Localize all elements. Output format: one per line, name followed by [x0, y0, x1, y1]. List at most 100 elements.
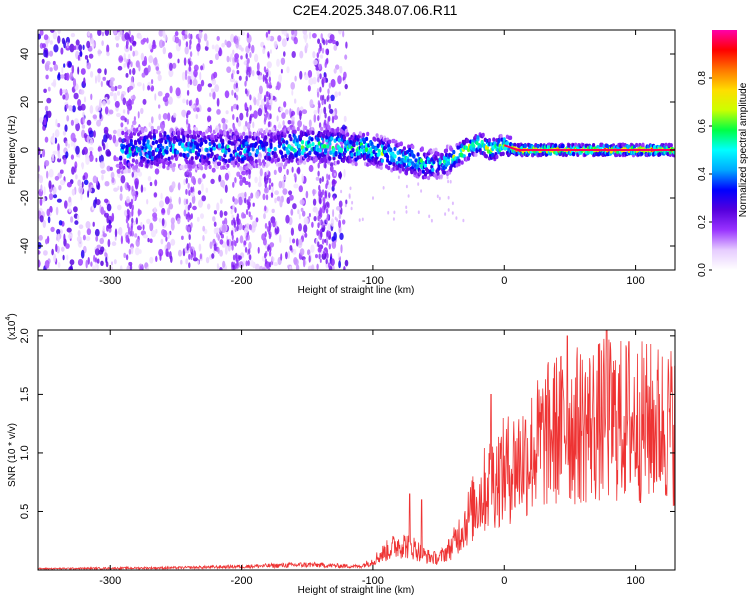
- spectrogram-cell: [299, 70, 303, 80]
- spectrogram-cell: [238, 255, 242, 260]
- spectrogram-cell: [447, 195, 450, 200]
- spectrogram-cell: [158, 218, 162, 223]
- spectrogram-cell: [393, 146, 397, 152]
- spectrogram-cell: [262, 267, 266, 270]
- spectrogram-cell: [216, 263, 219, 269]
- spectrogram-cell: [196, 216, 200, 222]
- spectrogram-cell: [293, 135, 297, 140]
- spectrogram-cell: [259, 168, 263, 177]
- spectrogram-cell: [130, 198, 134, 205]
- spectrogram-cell: [271, 127, 275, 132]
- snr-y-tick-label: 1.5: [19, 387, 31, 402]
- spectrogram-cell: [77, 66, 80, 75]
- spectrogram-cell: [337, 75, 342, 85]
- spectrogram-cell: [186, 153, 190, 158]
- spectrogram-cell: [252, 202, 255, 207]
- spectrogram-cell: [361, 132, 366, 138]
- spectrogram-cell: [58, 220, 63, 226]
- spectrogram-cell: [323, 106, 327, 115]
- spectrogram-cell: [165, 145, 169, 151]
- spectrogram-cell: [244, 246, 248, 253]
- spectrogram-cell: [126, 118, 129, 125]
- spectrogram-cell: [93, 130, 96, 138]
- spectrogram-cell: [151, 79, 154, 85]
- spectrogram-cell: [266, 82, 269, 89]
- spectrogram-cell: [256, 70, 261, 76]
- spectrogram-cell: [86, 40, 91, 49]
- spectrogram-cell: [326, 120, 330, 127]
- spectrogram-cell: [436, 194, 439, 199]
- spectrogram-cell: [110, 171, 115, 179]
- spectrogram-cell: [344, 259, 349, 267]
- spectrogram-cell: [449, 179, 452, 184]
- spectrogram-cell: [310, 127, 314, 132]
- spectrogram-cell: [229, 77, 235, 83]
- spectrogram-cell: [156, 70, 161, 75]
- spectrogram-cell: [106, 99, 111, 105]
- spectrogram-cell: [130, 95, 136, 100]
- spectrogram-cell: [119, 155, 123, 160]
- spectrogram-cell: [362, 139, 367, 145]
- spectrogram-cell: [172, 162, 176, 168]
- spectrogram-cell: [267, 267, 271, 270]
- spectrogram-cell: [169, 137, 173, 142]
- spectrogram-cell: [160, 238, 164, 245]
- spectrogram-cell: [175, 87, 181, 97]
- spectrogram-cell: [109, 77, 115, 82]
- spectrogram-cell: [481, 132, 485, 138]
- snr-y-tick-label: 0.5: [19, 504, 31, 519]
- spectrogram-cell: [99, 150, 102, 157]
- spectrogram-cell: [312, 188, 315, 197]
- spectrogram-cell: [254, 53, 259, 63]
- spectrogram-cell: [334, 151, 338, 156]
- spectrogram-cell: [190, 33, 193, 40]
- spectrogram-cell: [145, 163, 149, 168]
- spectrogram-cell: [321, 99, 324, 106]
- spectrogram-cell: [297, 166, 301, 175]
- spectrogram-cell: [190, 104, 195, 109]
- spectrogram-cell: [361, 217, 364, 222]
- spectrogram-cell: [303, 160, 307, 165]
- spectrogram-cell: [321, 189, 325, 196]
- spectrogram-cell: [190, 156, 194, 161]
- spectrogram-cell: [203, 135, 207, 140]
- spectrogram-cell: [62, 89, 68, 94]
- spectrogram-cell: [338, 213, 342, 220]
- spectrogram-cell: [144, 127, 148, 133]
- spectrogram-x-tick-label: -100: [362, 275, 384, 287]
- spectrogram-cell: [107, 239, 111, 248]
- spectrogram-cell: [249, 115, 252, 122]
- spectrogram-cell: [284, 153, 288, 159]
- spectrogram-cell: [229, 153, 233, 158]
- spectrogram-cell: [143, 55, 147, 65]
- spectrogram-cell: [51, 248, 54, 256]
- spectrogram-cell: [62, 94, 66, 100]
- spectrogram-cell: [344, 54, 348, 60]
- spectrogram-cell: [280, 57, 286, 65]
- spectrogram-cell: [205, 187, 209, 193]
- spectrogram-cell: [249, 254, 252, 261]
- spectrogram-cell: [180, 164, 184, 170]
- spectrogram-cell: [472, 147, 476, 152]
- spectrogram-cell: [196, 107, 200, 113]
- spectrogram-cell: [155, 255, 158, 262]
- spectrogram-cell: [251, 147, 255, 152]
- spectrogram-cell: [308, 143, 312, 148]
- spectrogram-cell: [327, 262, 331, 269]
- spectrogram-cell: [279, 107, 284, 112]
- spectrogram-cell: [150, 229, 157, 238]
- spectrogram-cell: [85, 156, 90, 165]
- spectrogram-cell: [184, 164, 188, 169]
- spectrogram-cell: [369, 147, 373, 152]
- spectrogram-cell: [256, 98, 260, 107]
- spectrogram-cell: [505, 141, 509, 146]
- spectrogram-cell: [232, 196, 235, 203]
- spectrogram-cell: [308, 150, 312, 156]
- spectrogram-cell: [122, 144, 126, 149]
- spectrogram-cell: [311, 221, 314, 228]
- spectrogram-cell: [192, 130, 196, 135]
- spectrogram-cell: [104, 198, 109, 203]
- spectrogram-cell: [89, 138, 93, 146]
- spectrogram-cell: [121, 130, 125, 136]
- spectrogram-cell: [161, 207, 166, 214]
